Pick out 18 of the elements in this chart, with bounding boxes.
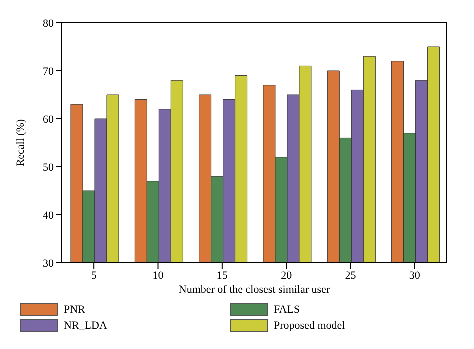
legend-label: FALS xyxy=(274,304,300,316)
x-axis-title: Number of the closest similar user xyxy=(178,284,330,296)
y-tick-label: 50 xyxy=(43,162,54,174)
x-tick-label: 25 xyxy=(345,270,357,282)
x-tick-label: 10 xyxy=(152,270,164,282)
y-tick-label: 60 xyxy=(43,114,54,126)
x-tick-label: 20 xyxy=(281,270,293,282)
y-tick-label: 70 xyxy=(43,66,54,78)
legend-label: NR_LDA xyxy=(64,320,108,332)
y-tick-label: 30 xyxy=(43,258,54,270)
y-tick-label: 40 xyxy=(43,210,54,222)
x-tick-label: 30 xyxy=(409,270,421,282)
legend-label: Proposed model xyxy=(274,320,346,332)
y-tick-label: 80 xyxy=(43,18,54,30)
x-tick-label: 5 xyxy=(91,270,98,282)
x-tick-label: 15 xyxy=(216,270,228,282)
legend-label: PNR xyxy=(64,304,86,316)
y-axis-title: Recall (%) xyxy=(14,119,27,167)
